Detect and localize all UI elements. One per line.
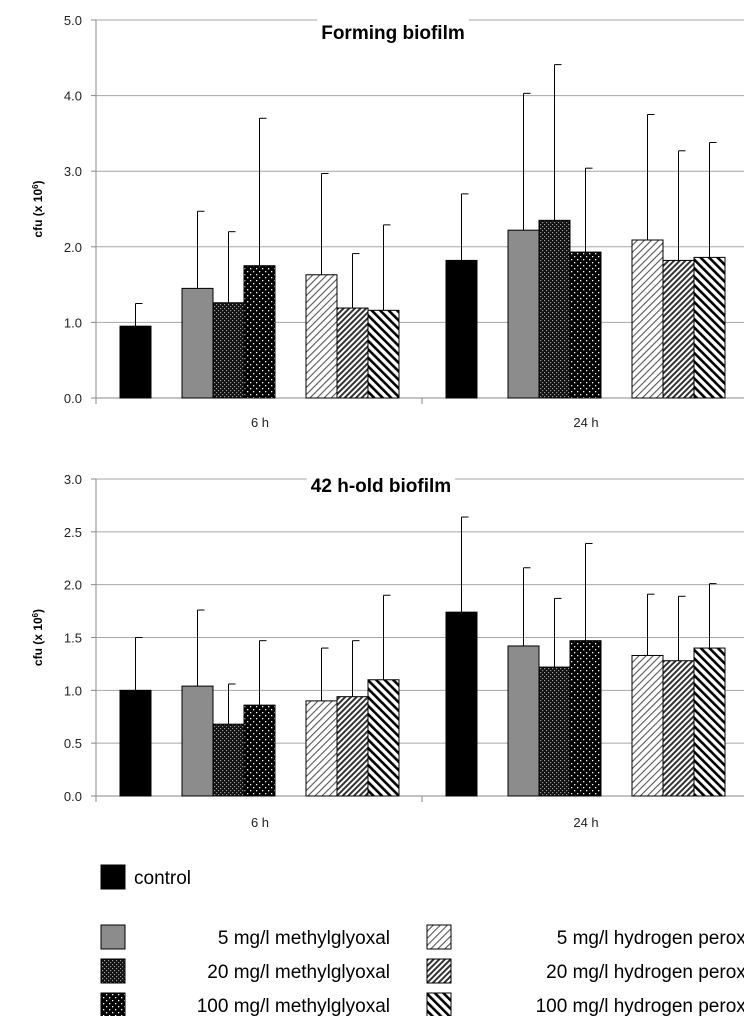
legend-label: 100 mg/l hydrogen peroxi xyxy=(536,996,744,1016)
y-tick-label: 4.0 xyxy=(64,89,82,104)
bar xyxy=(182,686,213,796)
bar xyxy=(570,641,601,796)
y-tick-label: 1.5 xyxy=(64,631,82,646)
y-tick-label: 0.0 xyxy=(64,391,82,406)
old-biofilm-chart: 0.0 0.5 1.0 1.5 2.0 2.5 3.0 6 h 24 h 42 h-old bio… xyxy=(31,472,744,830)
bar xyxy=(632,240,663,398)
legend-swatch xyxy=(427,925,451,949)
y-tick-label: 2.0 xyxy=(64,240,82,255)
y-tick-label: 3.0 xyxy=(64,164,82,179)
x-tick-label: 24 h xyxy=(573,415,598,430)
bar xyxy=(368,680,399,796)
legend-swatch xyxy=(101,993,125,1016)
bar xyxy=(244,705,275,796)
bar xyxy=(244,266,275,398)
y-tick-label: 1.0 xyxy=(64,683,82,698)
bar xyxy=(306,701,337,796)
legend-label: 100 mg/l methylglyoxal xyxy=(197,996,390,1016)
bar xyxy=(120,326,151,398)
y-tick-label: 2.0 xyxy=(64,578,82,593)
legend-label: 5 mg/l methylglyoxal xyxy=(218,928,390,949)
bar xyxy=(508,646,539,796)
bar xyxy=(663,260,694,398)
bar xyxy=(446,260,477,398)
y-tick-label: 5.0 xyxy=(64,13,82,28)
legend-label: 20 mg/l hydrogen peroxi xyxy=(546,962,744,983)
bar xyxy=(539,667,570,796)
bar xyxy=(337,308,368,398)
y-tick-label: 1.0 xyxy=(64,315,82,330)
legend: control 5 mg/l methylglyoxal 20 mg/l methy… xyxy=(101,865,744,1016)
bar xyxy=(182,288,213,398)
y-tick-label: 0.5 xyxy=(64,736,82,751)
bar xyxy=(213,303,244,398)
bar xyxy=(632,655,663,796)
bar xyxy=(337,697,368,796)
legend-label: 20 mg/l methylglyoxal xyxy=(207,962,390,983)
legend-swatch xyxy=(101,925,125,949)
forming-biofilm-chart: 0.0 1.0 2.0 3.0 4.0 5.0 6 h 24 h Forming biofilm… xyxy=(31,13,744,430)
bar xyxy=(694,257,725,398)
x-tick-label: 6 h xyxy=(251,815,269,830)
y-tick-label: 2.5 xyxy=(64,525,82,540)
legend-label: control xyxy=(134,868,191,889)
bar xyxy=(663,661,694,796)
legend-swatch xyxy=(427,959,451,983)
legend-swatch xyxy=(427,993,451,1016)
bar xyxy=(694,648,725,796)
chart-title: Forming biofilm xyxy=(321,23,465,44)
y-axis-label: cfu (x 106) xyxy=(31,609,46,666)
bar xyxy=(508,230,539,398)
bar xyxy=(446,612,477,796)
bar xyxy=(368,310,399,398)
legend-label: 5 mg/l hydrogen peroxi xyxy=(557,928,744,949)
y-tick-label: 3.0 xyxy=(64,472,82,487)
bar xyxy=(539,220,570,398)
legend-swatch xyxy=(101,865,125,889)
bar xyxy=(213,724,244,796)
x-tick-label: 6 h xyxy=(251,415,269,430)
bar xyxy=(570,252,601,398)
legend-swatch xyxy=(101,959,125,983)
bar xyxy=(120,690,151,796)
y-axis-label: cfu (x 106) xyxy=(31,180,46,237)
y-tick-label: 0.0 xyxy=(64,789,82,804)
bar xyxy=(306,275,337,398)
x-tick-label: 24 h xyxy=(573,815,598,830)
chart-title: 42 h-old biofilm xyxy=(311,476,451,497)
